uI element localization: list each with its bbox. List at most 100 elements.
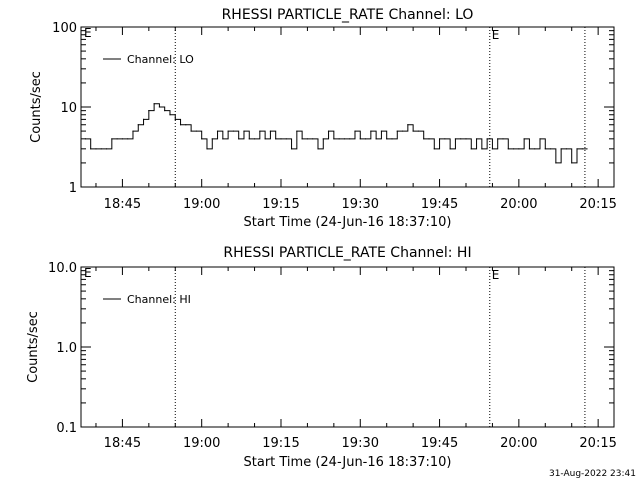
data-point bbox=[238, 138, 240, 140]
data-point bbox=[449, 148, 451, 150]
data-point bbox=[534, 148, 536, 150]
data-point bbox=[576, 148, 578, 150]
data-point bbox=[280, 138, 282, 140]
data-point bbox=[417, 130, 420, 132]
data-point bbox=[312, 138, 314, 140]
data-point bbox=[243, 130, 245, 132]
x-tick-label: 20:15 bbox=[579, 436, 616, 451]
data-point bbox=[100, 148, 102, 150]
corner-label: E bbox=[84, 26, 92, 40]
data-point bbox=[285, 138, 287, 140]
data-point bbox=[560, 148, 562, 150]
data-point bbox=[169, 114, 171, 116]
data-point bbox=[343, 138, 346, 140]
x-tick-label: 19:15 bbox=[262, 436, 299, 451]
data-point bbox=[460, 138, 462, 140]
data-point bbox=[380, 130, 383, 132]
data-point bbox=[317, 148, 319, 150]
data-point bbox=[433, 148, 435, 150]
data-point bbox=[581, 148, 583, 150]
data-point bbox=[211, 138, 213, 140]
data-point bbox=[349, 138, 351, 140]
x-tick-label: 19:30 bbox=[342, 197, 379, 212]
data-point bbox=[206, 148, 208, 150]
data-point bbox=[428, 138, 430, 140]
data-point bbox=[497, 138, 499, 140]
data-point bbox=[137, 124, 139, 126]
data-point bbox=[423, 138, 425, 140]
data-point bbox=[549, 148, 552, 150]
data-point bbox=[253, 138, 256, 140]
data-point bbox=[227, 130, 229, 132]
data-point bbox=[555, 162, 557, 164]
data-point bbox=[95, 148, 97, 150]
x-tick-label: 19:15 bbox=[262, 197, 299, 212]
data-point bbox=[396, 130, 398, 132]
data-point bbox=[470, 148, 472, 150]
x-tick-label: 19:45 bbox=[421, 197, 458, 212]
plot-frame bbox=[80, 266, 615, 428]
data-point bbox=[364, 138, 367, 140]
x-axis-label: Start Time (24-Jun-16 18:37:10) bbox=[244, 455, 452, 470]
chart-title: RHESSI PARTICLE_RATE Channel: LO bbox=[222, 7, 474, 23]
data-point bbox=[259, 130, 261, 132]
data-point bbox=[121, 138, 124, 140]
data-point bbox=[111, 138, 113, 140]
data-point bbox=[359, 138, 361, 140]
data-point bbox=[491, 148, 494, 150]
data-point bbox=[528, 148, 531, 150]
y-tick-label: 10.0 bbox=[48, 261, 77, 276]
x-tick-label: 19:45 bbox=[421, 436, 458, 451]
data-point bbox=[391, 138, 393, 140]
data-point bbox=[544, 148, 546, 150]
y-tick-label: 1.0 bbox=[56, 341, 77, 356]
data-point bbox=[296, 130, 298, 132]
data-point bbox=[142, 118, 145, 120]
data-point bbox=[222, 138, 224, 140]
x-tick-label: 20:00 bbox=[500, 436, 537, 451]
data-point bbox=[232, 130, 235, 132]
y-tick-label: 0.1 bbox=[56, 421, 77, 436]
data-point bbox=[116, 138, 118, 140]
data-point bbox=[105, 148, 108, 150]
x-tick-label: 19:00 bbox=[183, 436, 220, 451]
x-tick-label: 19:30 bbox=[342, 436, 379, 451]
x-tick-label: 19:00 bbox=[183, 197, 220, 212]
legend-label: Channel: HI bbox=[127, 293, 191, 306]
data-point bbox=[412, 130, 414, 132]
x-tick-label: 18:45 bbox=[104, 436, 141, 451]
y-axis-label: Counts/sec bbox=[26, 311, 41, 383]
data-point bbox=[375, 138, 377, 140]
x-tick-label: 20:00 bbox=[500, 197, 537, 212]
time-marker-label: E bbox=[492, 28, 500, 42]
data-point bbox=[216, 130, 219, 132]
data-point bbox=[84, 138, 87, 140]
corner-label: E bbox=[84, 266, 92, 280]
y-axis-label: Counts/sec bbox=[29, 71, 44, 143]
data-point bbox=[148, 110, 150, 112]
timestamp: 31-Aug-2022 23:41 bbox=[549, 469, 636, 479]
data-point bbox=[565, 148, 568, 150]
data-point bbox=[481, 148, 483, 150]
data-point bbox=[512, 148, 515, 150]
data-point bbox=[507, 148, 509, 150]
data-point bbox=[185, 124, 187, 126]
data-point bbox=[338, 138, 340, 140]
data-point bbox=[132, 130, 134, 132]
data-point bbox=[370, 130, 372, 132]
data-point bbox=[518, 148, 520, 150]
data-point bbox=[269, 130, 272, 132]
data-point bbox=[248, 138, 250, 140]
data-point bbox=[306, 138, 309, 140]
data-point bbox=[465, 138, 467, 140]
data-point bbox=[264, 138, 266, 140]
y-tick-label: 100 bbox=[52, 21, 77, 36]
data-point bbox=[290, 148, 293, 150]
data-point bbox=[475, 138, 478, 140]
chart-panel-2: RHESSI PARTICLE_RATE Channel: HI 18:45 19:… bbox=[26, 245, 617, 470]
data-point bbox=[539, 138, 541, 140]
data-point bbox=[174, 118, 176, 120]
data-point bbox=[322, 138, 324, 140]
chart-panel-1: RHESSI PARTICLE_RATE Channel: LO 18:45 19:… bbox=[29, 7, 617, 230]
